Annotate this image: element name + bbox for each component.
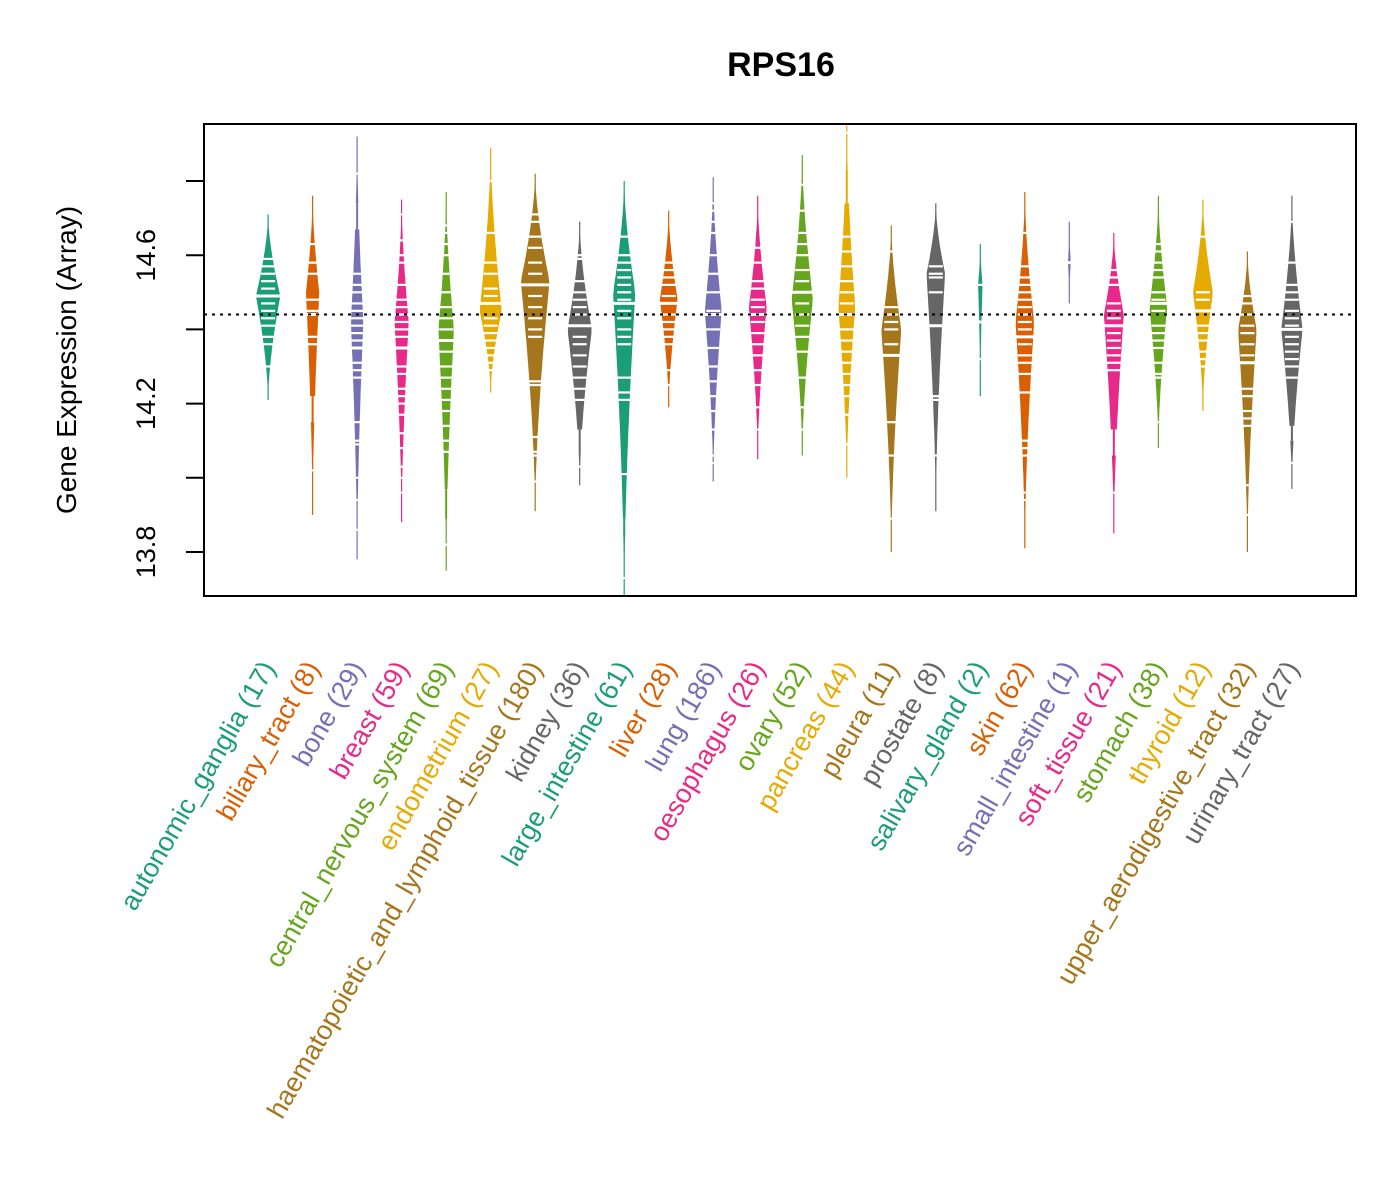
violin-body xyxy=(1015,192,1034,549)
violin-body xyxy=(1281,195,1303,489)
violin-body xyxy=(520,173,550,512)
violin-body xyxy=(1149,195,1167,449)
y-tick-label: 13.8 xyxy=(131,526,161,579)
violin-oesophagus xyxy=(748,195,767,460)
violin-body xyxy=(438,192,454,571)
violin-small_intestine xyxy=(1061,221,1078,304)
violin-pleura xyxy=(881,225,902,552)
violin-urinary_tract xyxy=(1270,195,1314,489)
violin-central_nervous_system xyxy=(430,192,462,571)
violin-salivary_gland xyxy=(972,244,989,397)
violin-skin xyxy=(1015,192,1035,549)
violin-body xyxy=(838,125,855,478)
violin-body xyxy=(659,210,678,408)
violin-body xyxy=(480,147,502,393)
plot-area xyxy=(255,125,1314,597)
violin-body xyxy=(748,195,767,460)
violin-stomach xyxy=(1149,195,1168,449)
violin-soft_tissue xyxy=(1093,232,1134,534)
y-axis-label: Gene Expression (Array) xyxy=(51,206,82,514)
violin-body xyxy=(791,155,813,456)
violin-body xyxy=(1193,199,1213,411)
plot-frame xyxy=(203,123,1357,597)
violin-kidney xyxy=(555,221,605,486)
violin-pancreas xyxy=(829,125,864,478)
violin-lung xyxy=(704,177,722,482)
violin-liver xyxy=(659,210,678,408)
y-tick-label: 14.2 xyxy=(131,377,161,430)
violin-prostate xyxy=(926,203,946,512)
y-tick-label: 14.6 xyxy=(131,229,161,282)
violin-breast xyxy=(393,199,410,523)
violin-biliary_tract xyxy=(299,195,326,515)
violin-body xyxy=(256,214,280,400)
violin-body xyxy=(978,244,983,397)
violin-body xyxy=(1103,232,1124,534)
violin-body xyxy=(306,195,320,515)
violin-bone xyxy=(344,136,370,560)
violin-autonomic_ganglia xyxy=(255,214,281,400)
violin-body xyxy=(926,203,945,512)
chart-title: RPS16 xyxy=(727,46,835,84)
violin-upper_aerodigestive_tract xyxy=(1238,251,1257,552)
violin-body xyxy=(567,221,592,486)
violin-ovary xyxy=(791,155,813,456)
violin-endometrium xyxy=(479,147,502,393)
violin-haematopoietic_and_lymphoid_tissue xyxy=(520,173,550,512)
x-axis-labels: autonomic_ganglia (17)biliary_tract (8)b… xyxy=(114,656,1305,1123)
violin-thyroid xyxy=(1192,199,1213,411)
violin-body xyxy=(881,225,902,552)
violin-body xyxy=(394,199,409,523)
violin-large_intestine xyxy=(601,181,647,597)
y-axis: 13.8 14.2 14.6 xyxy=(131,180,204,579)
